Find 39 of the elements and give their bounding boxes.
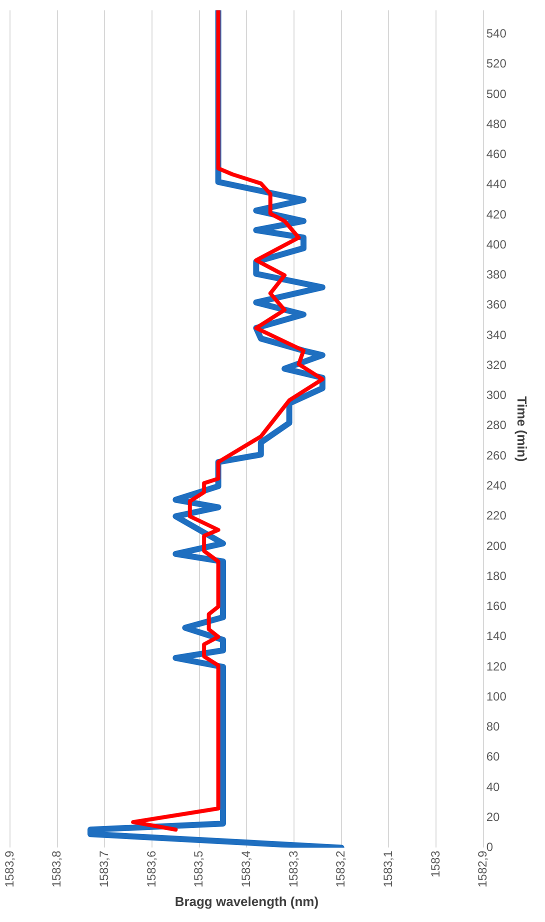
y-tick-label: 200 xyxy=(486,538,507,553)
y-tick-label: 500 xyxy=(486,86,507,101)
y-axis-title: Time (min) xyxy=(514,396,530,462)
x-tick-label: 1583,2 xyxy=(334,850,348,888)
y-tick-label: 360 xyxy=(486,298,507,312)
y-tick-label: 80 xyxy=(486,720,500,734)
x-tick-label: 1583 xyxy=(428,850,442,878)
y-tick-label: 40 xyxy=(486,780,500,794)
x-tick-label: 1583,1 xyxy=(381,850,396,888)
x-tick-label: 1583,3 xyxy=(286,850,300,888)
y-tick-label: 420 xyxy=(486,207,507,222)
y-tick-label: 20 xyxy=(486,810,500,824)
y-tick-label: 260 xyxy=(486,448,507,462)
y-tick-label: 120 xyxy=(486,659,507,674)
y-tick-label: 320 xyxy=(486,358,507,372)
y-tick-label: 400 xyxy=(486,237,507,252)
y-tick-label: 100 xyxy=(486,689,507,704)
y-tick-label: 280 xyxy=(486,418,507,432)
x-tick-label: 1583,9 xyxy=(2,850,16,888)
x-axis-title: Bragg wavelength (nm) xyxy=(174,894,319,909)
y-tick-label: 480 xyxy=(486,116,507,131)
y-tick-label: 160 xyxy=(486,599,507,614)
y-tick-label: 240 xyxy=(486,478,507,492)
y-tick-label: 460 xyxy=(486,147,507,162)
y-tick-label: 520 xyxy=(486,56,507,71)
y-tick-label: 380 xyxy=(486,268,507,282)
y-tick-label: 180 xyxy=(486,568,507,583)
y-tick-label: 60 xyxy=(486,750,500,764)
y-tick-label: 140 xyxy=(486,629,507,644)
x-tick-label: 1583,4 xyxy=(239,850,253,888)
x-tick-label: 1583,7 xyxy=(96,850,111,888)
x-tick-label: 1583,5 xyxy=(192,850,206,888)
y-tick-label: 440 xyxy=(486,177,507,192)
y-tick-label: 340 xyxy=(486,328,507,342)
x-tick-label: 1583,8 xyxy=(50,850,64,888)
y-tick-label: 300 xyxy=(486,388,507,402)
y-tick-label: 220 xyxy=(486,508,507,523)
x-tick-label: 1583,6 xyxy=(144,850,158,888)
y-tick-label: 540 xyxy=(486,26,507,41)
